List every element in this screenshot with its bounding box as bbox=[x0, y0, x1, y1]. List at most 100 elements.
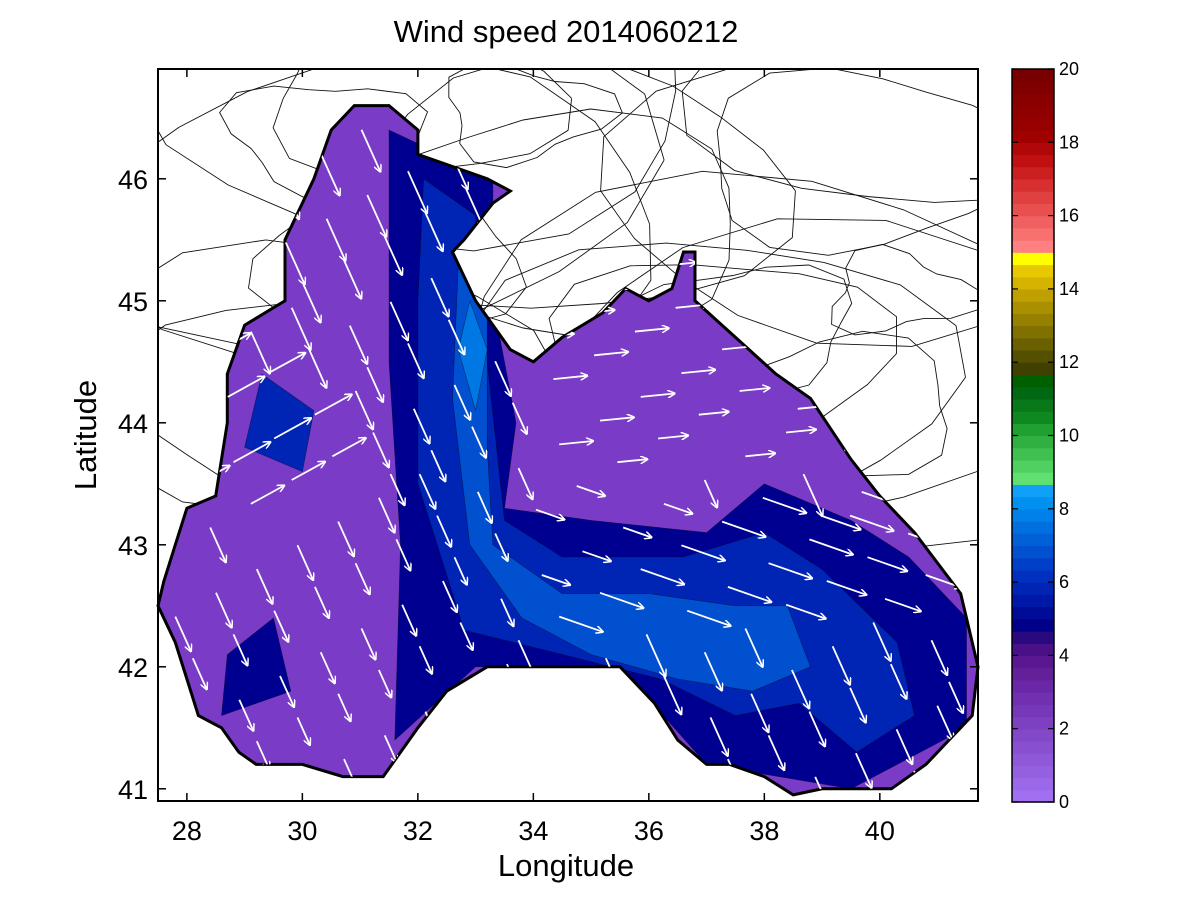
wind-arrow bbox=[232, 634, 248, 665]
colorbar-tick-label: 18 bbox=[1059, 132, 1079, 152]
x-tick-label: 30 bbox=[287, 816, 317, 846]
x-tick-label: 34 bbox=[518, 816, 548, 846]
wind-arrow bbox=[366, 194, 386, 237]
wind-arrow bbox=[582, 550, 611, 561]
colorbar-band bbox=[1012, 191, 1054, 204]
wind-arrow bbox=[418, 645, 432, 673]
wind-arrow bbox=[378, 669, 391, 697]
x-axis-ticks: 28 30 32 34 36 38 40 bbox=[172, 69, 895, 846]
wind-arrow bbox=[453, 556, 467, 584]
colorbar-band bbox=[1012, 374, 1054, 388]
wind-arrow bbox=[296, 717, 310, 745]
wind-arrow bbox=[430, 449, 445, 481]
wind-arrow bbox=[745, 453, 775, 456]
wind-arrow bbox=[401, 604, 416, 636]
y-tick-label: 45 bbox=[118, 287, 148, 317]
y-tick-label: 42 bbox=[118, 653, 148, 683]
wind-arrow bbox=[634, 328, 669, 331]
wind-arrow bbox=[535, 508, 564, 520]
colorbar-band bbox=[1012, 667, 1054, 681]
wind-arrow bbox=[809, 538, 852, 554]
wind-arrow bbox=[785, 603, 826, 619]
colorbar-bands bbox=[1012, 69, 1054, 803]
colorbar-band bbox=[1012, 630, 1054, 644]
wind-arrow bbox=[599, 591, 643, 608]
colorbar-band bbox=[1012, 740, 1054, 754]
wind-arrow bbox=[703, 651, 722, 690]
wind-arrow bbox=[319, 153, 340, 195]
wind-arrow bbox=[348, 325, 367, 364]
wind-arrow bbox=[331, 438, 365, 458]
wind-arrow bbox=[279, 675, 294, 707]
land-contour-line bbox=[600, 69, 978, 347]
wind-arrow bbox=[553, 376, 587, 379]
colorbar-band bbox=[1012, 692, 1054, 705]
wind-arrow bbox=[337, 521, 354, 557]
wind-arrow bbox=[383, 236, 402, 275]
wind-arrow bbox=[681, 544, 724, 560]
colorbar-band bbox=[1012, 521, 1054, 534]
colorbar-band bbox=[1012, 557, 1054, 571]
wind-arrow bbox=[238, 699, 253, 731]
colorbar-band bbox=[1012, 362, 1054, 376]
colorbar-band bbox=[1012, 618, 1054, 632]
wind-arrow bbox=[255, 568, 273, 604]
colorbar-tick-label: 14 bbox=[1059, 279, 1079, 299]
wind-arrow bbox=[640, 568, 684, 584]
colorbar-band bbox=[1012, 276, 1054, 290]
wind-arrow bbox=[290, 307, 311, 350]
wind-arrow bbox=[366, 366, 383, 402]
wind-arrow bbox=[663, 675, 681, 714]
wind-arrow bbox=[768, 562, 813, 578]
wind-arrow bbox=[617, 459, 647, 462]
wind-arrow bbox=[191, 657, 207, 689]
colorbar-band bbox=[1012, 496, 1054, 510]
y-tick-label: 46 bbox=[118, 165, 148, 195]
wind-arrow bbox=[442, 580, 457, 612]
colorbar-band bbox=[1012, 386, 1054, 400]
wind-arrow bbox=[744, 628, 762, 667]
land-contour-line bbox=[831, 243, 978, 336]
wind-arrow bbox=[430, 277, 448, 316]
colorbar-band bbox=[1012, 93, 1054, 107]
wind-arrow bbox=[395, 539, 410, 570]
colorbar-band bbox=[1012, 679, 1054, 693]
wind-arrow bbox=[389, 473, 405, 505]
x-tick-label: 40 bbox=[865, 816, 895, 846]
wind-arrow bbox=[378, 497, 395, 533]
colorbar-band bbox=[1012, 117, 1054, 131]
wind-arrow bbox=[407, 170, 427, 213]
wind-arrow bbox=[872, 622, 890, 661]
wind-arrow bbox=[354, 390, 373, 429]
wind-arrow bbox=[494, 533, 507, 561]
colorbar-band bbox=[1012, 349, 1054, 363]
colorbar-band bbox=[1012, 313, 1054, 327]
wind-arrow bbox=[314, 395, 352, 416]
wind-arrow bbox=[831, 645, 850, 684]
wind-arrow bbox=[948, 681, 963, 713]
colorbar-band bbox=[1012, 753, 1054, 766]
plot-area bbox=[156, 68, 980, 802]
wind-arrow bbox=[791, 669, 809, 708]
colorbar-band bbox=[1012, 154, 1054, 168]
colorbar-band bbox=[1012, 240, 1054, 253]
wind-arrow bbox=[383, 735, 397, 762]
wind-arrow bbox=[559, 441, 593, 444]
land-contour-line bbox=[158, 69, 677, 252]
colorbar-band bbox=[1012, 252, 1054, 266]
wind-arrow bbox=[308, 349, 326, 387]
wind-arrow bbox=[296, 544, 314, 580]
wind-arrow bbox=[436, 515, 451, 547]
colorbar-band bbox=[1012, 533, 1054, 547]
colorbar-band bbox=[1012, 288, 1054, 302]
colorbar-band bbox=[1012, 411, 1054, 424]
colorbar-band bbox=[1012, 264, 1054, 278]
colorbar-band bbox=[1012, 594, 1054, 608]
colorbar-tick-label: 8 bbox=[1059, 499, 1069, 519]
wind-arrow bbox=[709, 717, 728, 756]
wind-arrow bbox=[622, 526, 651, 538]
wind-arrow bbox=[786, 430, 816, 433]
colorbar-band bbox=[1012, 142, 1054, 156]
wind-arrow bbox=[576, 485, 605, 496]
wind-arrow bbox=[767, 735, 785, 770]
